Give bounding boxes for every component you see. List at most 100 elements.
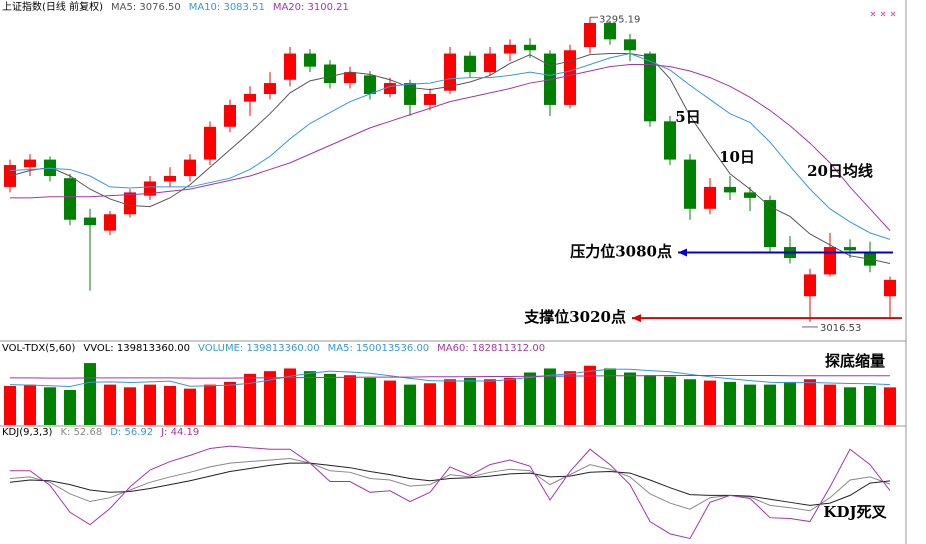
volume-bar bbox=[604, 368, 616, 425]
candle-body bbox=[604, 22, 616, 40]
candle-body bbox=[664, 121, 676, 160]
candle-body bbox=[584, 22, 596, 47]
volume-bar bbox=[704, 380, 716, 425]
candle-body bbox=[244, 94, 256, 102]
annotation: 20日均线 bbox=[807, 162, 873, 180]
candle-body bbox=[284, 53, 296, 80]
candle-body bbox=[304, 53, 316, 67]
level-arrow bbox=[632, 314, 641, 323]
volume-bar bbox=[564, 371, 576, 425]
volume-bar bbox=[284, 368, 296, 425]
volume-bar bbox=[584, 365, 596, 425]
candle-body bbox=[164, 176, 176, 182]
candle-body bbox=[624, 39, 636, 51]
candle-body bbox=[84, 217, 96, 226]
legend-label: MA5: 3076.50 bbox=[111, 2, 181, 13]
candle-body bbox=[544, 53, 556, 105]
legend-label: KDJ(9,3,3) bbox=[2, 427, 53, 438]
volume-bar bbox=[124, 387, 136, 425]
volume-bar bbox=[624, 372, 636, 425]
level-label: 压力位3080点 bbox=[570, 243, 672, 261]
candle-body bbox=[44, 159, 56, 176]
indicator-line bbox=[9, 368, 891, 388]
candle-body bbox=[404, 83, 416, 105]
candle-body bbox=[564, 50, 576, 105]
volume-bar bbox=[304, 371, 316, 425]
volume-bar bbox=[424, 383, 436, 425]
candle-body bbox=[824, 247, 836, 275]
indicator-line bbox=[9, 53, 891, 264]
volume-bar bbox=[744, 384, 756, 425]
volume-bar bbox=[544, 368, 556, 425]
volume-bar bbox=[244, 373, 256, 425]
candle-body bbox=[484, 53, 496, 73]
indicator-line bbox=[10, 445, 891, 540]
candle-body bbox=[184, 159, 196, 176]
volume-bar bbox=[784, 381, 796, 425]
candle-body bbox=[124, 192, 136, 215]
volume-bar bbox=[764, 384, 776, 425]
candle-body bbox=[764, 200, 776, 248]
candle-body bbox=[444, 53, 456, 91]
annotation: 5日 bbox=[675, 108, 700, 126]
volume-bar bbox=[824, 384, 836, 425]
candle-body bbox=[144, 181, 156, 196]
volume-bar bbox=[4, 385, 16, 425]
candle-body bbox=[424, 94, 436, 105]
annotation: 10日 bbox=[719, 148, 755, 166]
indicator-line bbox=[9, 462, 891, 506]
volume-bar bbox=[484, 379, 496, 425]
candle-body bbox=[324, 64, 336, 84]
candle-body bbox=[804, 274, 816, 297]
window-icons bbox=[870, 11, 896, 17]
high-label: 3295.19 bbox=[599, 14, 640, 25]
annotation: 探底缩量 bbox=[825, 352, 885, 370]
volume-bar bbox=[364, 377, 376, 425]
indicator-line bbox=[9, 53, 891, 240]
candle-body bbox=[344, 72, 356, 84]
legend-label: VOLUME: 139813360.00 bbox=[198, 343, 320, 354]
indicator-line bbox=[10, 63, 891, 232]
candle-body bbox=[364, 75, 376, 94]
volume-bar bbox=[844, 387, 856, 425]
volume-bar bbox=[164, 385, 176, 425]
volume-bar bbox=[184, 388, 196, 425]
candle-body bbox=[64, 178, 76, 220]
volume-bar bbox=[324, 373, 336, 425]
candle-body bbox=[204, 126, 216, 160]
indicator-line bbox=[9, 457, 891, 512]
volume-bar bbox=[104, 384, 116, 425]
volume-bar bbox=[384, 380, 396, 425]
legend-label: VOL-TDX(5,60) bbox=[2, 343, 75, 354]
legend-label: D: 56.92 bbox=[110, 427, 153, 438]
volume-bar bbox=[664, 376, 676, 425]
volume-bar bbox=[204, 384, 216, 425]
candle-body bbox=[24, 159, 36, 168]
legend-label: 上证指数(日线 前复权) bbox=[2, 0, 103, 13]
legend-label: J: 44.19 bbox=[160, 427, 199, 438]
volume-bar bbox=[144, 384, 156, 425]
low-label: 3016.53 bbox=[820, 323, 861, 334]
candle-body bbox=[524, 44, 536, 51]
indicator-line bbox=[10, 374, 891, 379]
candle-body bbox=[104, 214, 116, 231]
candle-body bbox=[264, 83, 276, 94]
level-arrow bbox=[678, 248, 687, 257]
volume-bar bbox=[344, 375, 356, 425]
legend-label: K: 52.68 bbox=[60, 427, 102, 438]
volume-bar bbox=[444, 379, 456, 425]
legend-label: MA10: 3083.51 bbox=[189, 2, 265, 13]
candle-body bbox=[704, 186, 716, 209]
candle-body bbox=[504, 44, 516, 54]
legend-label: MA20: 3100.21 bbox=[273, 2, 349, 13]
volume-bar bbox=[724, 381, 736, 425]
volume-bar bbox=[684, 379, 696, 425]
volume-bar bbox=[884, 387, 896, 425]
candle-body bbox=[384, 83, 396, 94]
candle-body bbox=[724, 186, 736, 193]
level-label: 支撑位3020点 bbox=[523, 308, 626, 326]
legend-label: MA5: 150013536.00 bbox=[328, 343, 430, 354]
